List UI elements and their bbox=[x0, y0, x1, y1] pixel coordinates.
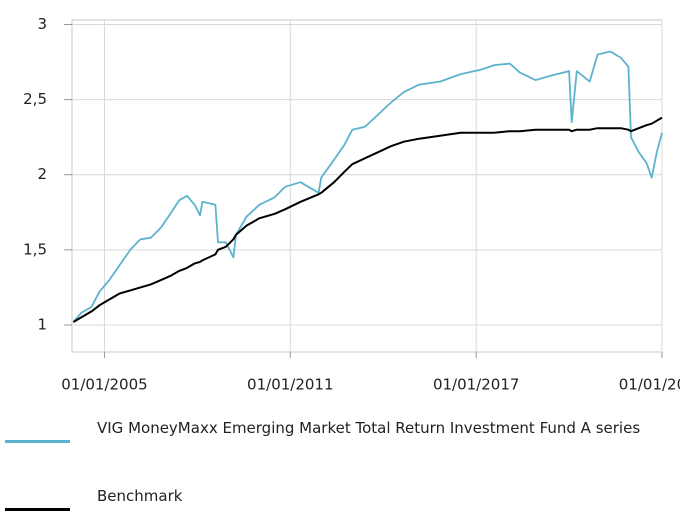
line-series bbox=[72, 116, 663, 323]
y-tick-label: 2 bbox=[37, 165, 47, 183]
x-tick-label: 01/01/2017 bbox=[433, 376, 519, 394]
y-tick-label: 1 bbox=[37, 315, 47, 333]
plot-area bbox=[71, 19, 663, 353]
legend-label: VIG MoneyMaxx Emerging Market Total Retu… bbox=[97, 419, 641, 437]
x-tick-label: 01/01/2011 bbox=[247, 376, 333, 394]
legend-label: Benchmark bbox=[97, 487, 183, 505]
y-tick-label: 3 bbox=[37, 15, 47, 33]
chart: 1 1,5 2 2,5 3 01/01/2005 01/01/2011 01/01/2017 0… bbox=[23, 15, 680, 394]
y-tick-label: 1,5 bbox=[23, 240, 47, 258]
y-tick-label: 2,5 bbox=[23, 90, 47, 108]
x-tick-label: 01/01/2023 bbox=[619, 376, 680, 394]
legend-swatch bbox=[5, 440, 70, 443]
x-tick-label: 01/01/2005 bbox=[61, 376, 147, 394]
line-series bbox=[72, 50, 663, 323]
